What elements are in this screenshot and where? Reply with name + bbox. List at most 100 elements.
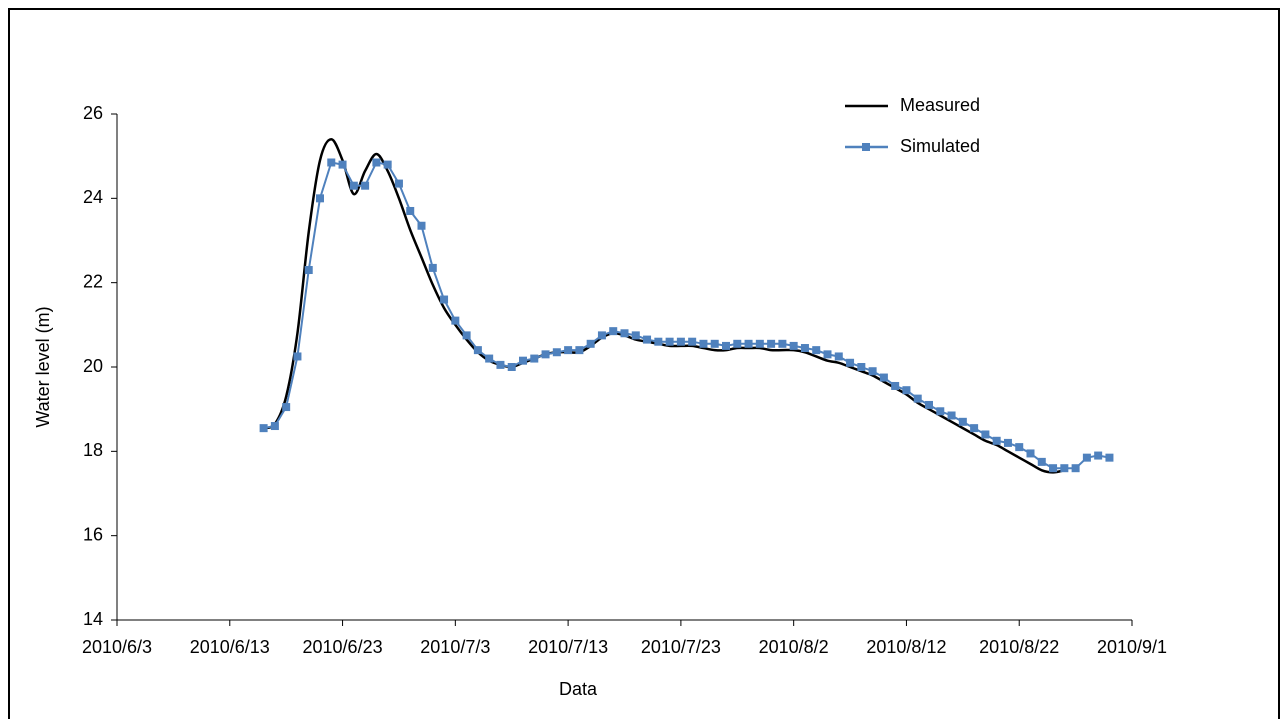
marker [1015, 443, 1024, 452]
marker [473, 346, 482, 355]
marker [879, 373, 888, 382]
marker [834, 352, 843, 361]
marker [496, 360, 505, 369]
marker [1037, 457, 1046, 466]
marker [462, 331, 471, 340]
x-tick-label: 2010/6/13 [190, 637, 270, 657]
marker [338, 160, 347, 169]
marker [519, 356, 527, 365]
y-tick-label: 26 [83, 103, 103, 123]
marker [789, 341, 798, 350]
marker [992, 436, 1001, 445]
marker [767, 339, 776, 348]
marker [710, 339, 719, 348]
marker [846, 358, 855, 367]
x-tick-label: 2010/7/3 [420, 637, 490, 657]
marker [1105, 453, 1114, 462]
marker [507, 363, 516, 371]
marker [530, 354, 539, 363]
marker [970, 424, 979, 433]
y-tick-label: 18 [83, 440, 103, 460]
marker [552, 348, 561, 357]
marker [981, 430, 990, 439]
marker [676, 337, 685, 346]
marker [688, 337, 697, 346]
y-tick-label: 16 [83, 524, 103, 544]
marker [575, 346, 584, 355]
marker [349, 181, 358, 190]
marker [327, 158, 336, 167]
y-axis-label: Water level (m) [33, 306, 53, 427]
y-tick-label: 24 [83, 187, 103, 207]
marker [643, 335, 652, 344]
marker [699, 339, 708, 348]
marker [417, 221, 426, 230]
marker [428, 263, 437, 272]
series-line [263, 138, 1065, 474]
x-tick-label: 2010/6/23 [303, 637, 383, 657]
marker [383, 160, 392, 169]
marker [755, 339, 764, 348]
marker [485, 354, 494, 363]
y-tick-label: 22 [83, 271, 103, 291]
marker [406, 206, 415, 215]
legend-label: Measured [900, 95, 980, 115]
x-axis-label: Data [559, 679, 598, 699]
marker [812, 346, 821, 355]
marker [654, 337, 663, 346]
marker [925, 400, 933, 409]
marker [1060, 464, 1069, 473]
marker [947, 411, 956, 420]
series-line [263, 161, 1110, 470]
marker [361, 181, 370, 190]
legend-label: Simulated [900, 136, 980, 156]
x-tick-label: 2010/9/1 [1097, 637, 1167, 657]
marker [1049, 464, 1058, 473]
marker [451, 316, 460, 325]
marker [800, 344, 809, 353]
marker [913, 394, 922, 403]
marker [868, 367, 877, 376]
marker [270, 422, 279, 431]
marker [857, 363, 866, 371]
marker [1094, 451, 1103, 460]
marker [597, 331, 606, 340]
marker [372, 158, 381, 167]
x-tick-label: 2010/7/23 [641, 637, 721, 657]
marker [259, 424, 268, 433]
marker [744, 339, 753, 348]
x-tick-label: 2010/7/13 [528, 637, 608, 657]
marker [304, 266, 313, 275]
marker [902, 386, 911, 395]
marker [541, 350, 550, 359]
marker [733, 339, 742, 348]
marker [665, 337, 674, 346]
marker [722, 341, 730, 350]
x-tick-label: 2010/8/12 [866, 637, 946, 657]
x-tick-label: 2010/6/3 [82, 637, 152, 657]
marker [1071, 464, 1080, 473]
marker [282, 403, 291, 412]
marker [891, 381, 900, 390]
marker [609, 327, 618, 336]
legend-marker [862, 143, 870, 151]
marker [1003, 438, 1012, 447]
marker [620, 329, 629, 338]
y-tick-label: 14 [83, 609, 103, 629]
marker [293, 352, 302, 361]
marker [440, 295, 449, 304]
marker [778, 339, 787, 348]
marker [823, 350, 832, 359]
marker [1026, 449, 1035, 458]
marker [958, 417, 967, 426]
marker [564, 346, 573, 355]
y-tick-label: 20 [83, 356, 103, 376]
frame [8, 8, 1280, 719]
marker [1082, 453, 1091, 462]
x-tick-label: 2010/8/2 [759, 637, 829, 657]
marker [631, 331, 640, 340]
marker [586, 339, 595, 348]
marker [936, 407, 945, 416]
marker [394, 179, 403, 188]
